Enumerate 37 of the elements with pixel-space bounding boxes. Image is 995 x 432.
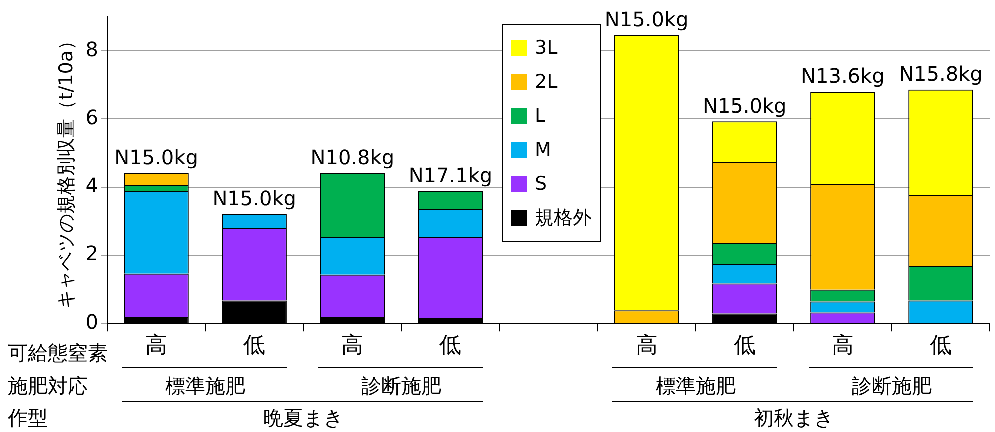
legend-label: 3L [535,37,558,59]
y-tick-label: 4 [86,174,99,198]
y-axis-title: キャベツの規格別収量（t/10a） [55,31,78,310]
text: 診断施肥 [850,373,933,400]
text: 診断施肥 [360,373,443,400]
x-tick-label: 高 [636,334,658,359]
annotation: N15.0kg [702,94,787,118]
y-tick-label: 6 [86,105,99,130]
text: 可給態窒素 [8,340,108,367]
annotation: N17.1kg [408,164,493,188]
legend-label: L [535,105,546,127]
y-tick-label: 2 [86,242,99,266]
x-tick-label: 高 [146,334,168,359]
text: 標準施肥 [164,373,247,400]
annotation: N13.6kg [801,64,885,88]
x-tick-label: 低 [734,334,756,359]
y-tick-label: 8 [86,37,99,62]
annotation: N15.0kg [212,186,296,210]
annotation: N15.0kg [114,146,198,170]
legend-label: S [535,173,548,195]
text: 施肥対応 [8,373,88,400]
annotation: N15.8kg [899,62,983,86]
annotation: N15.0kg [604,7,689,32]
x-tick-label: 高 [342,334,364,359]
legend-label: 規格外 [535,206,592,231]
text: 作型 [8,405,48,432]
legend-label: M [535,139,552,161]
legend-label: 2L [535,71,558,93]
y-tick-label: 0 [86,310,99,334]
x-tick-label: 低 [440,334,462,359]
x-tick-label: 低 [244,334,266,359]
text: 初秋まき [752,405,835,432]
annotation: N10.8kg [310,146,395,170]
x-tick-label: 高 [832,334,854,359]
text: 晩夏まき [262,405,345,432]
x-tick-label: 低 [930,334,952,359]
text: 標準施肥 [654,373,737,400]
